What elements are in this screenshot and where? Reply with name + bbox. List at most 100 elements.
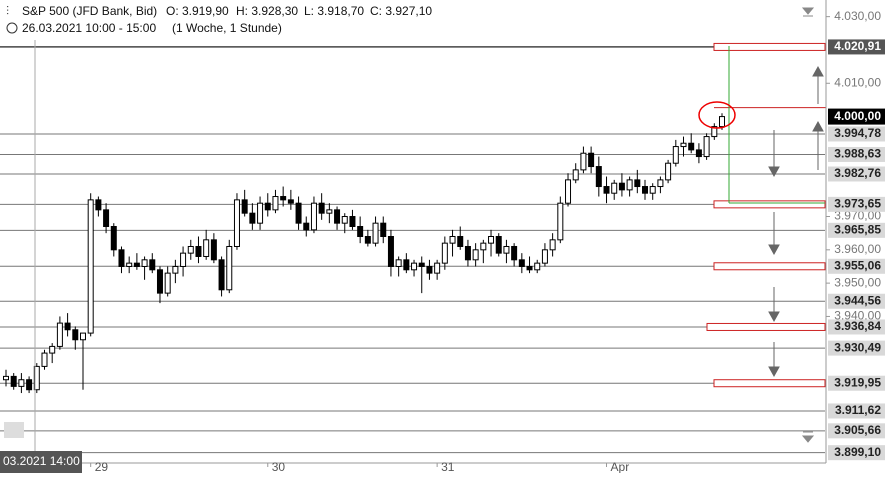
- crosshair-label: 03.2021 14:00: [3, 454, 80, 468]
- last-price-bg: [828, 108, 885, 125]
- candle-body: [241, 199, 248, 214]
- candle-body: [403, 259, 410, 271]
- candle-body: [649, 186, 656, 194]
- candle-body: [611, 182, 618, 194]
- candle-body: [295, 202, 302, 224]
- candle-body: [233, 199, 240, 247]
- candle-body: [719, 116, 725, 128]
- candle-body: [264, 202, 271, 211]
- level-zone: [713, 379, 826, 388]
- candle-body: [87, 199, 94, 334]
- candle-body: [688, 142, 695, 151]
- candle-body: [526, 265, 533, 271]
- candle-body: [318, 202, 325, 214]
- level-label-bg: [828, 375, 885, 391]
- header-bg: [0, 0, 480, 38]
- level-label: 3.936,84: [834, 319, 881, 333]
- period: 26.03.2021 10:00 - 15:00: [22, 21, 156, 35]
- y-tick-label: 4.030,00: [834, 9, 881, 23]
- crosshair-bg: [0, 451, 82, 473]
- last-price-label: 4.000,00: [834, 109, 881, 123]
- price-axis: 4.030,00 4.010,00 3.970,00 3.960,00 3.950,00…: [825, 0, 887, 463]
- level-label: 3.955,06: [834, 258, 881, 272]
- candle-body: [434, 262, 441, 274]
- level-label: 3.899,10: [834, 445, 881, 459]
- symbol: S&P 500 (JFD Bank, Bid): [22, 4, 157, 18]
- candle-body: [511, 245, 518, 261]
- candle-body: [618, 182, 625, 191]
- candle-body: [272, 196, 279, 211]
- candle-body: [95, 199, 102, 211]
- candle-body: [518, 259, 525, 267]
- level-zone: [706, 322, 826, 331]
- candle-body: [495, 235, 502, 254]
- level-zone: [713, 262, 826, 271]
- level-label-bg: [828, 403, 885, 419]
- candle-body: [680, 142, 687, 148]
- candle-body: [10, 375, 17, 387]
- x-tick-label: 30: [272, 460, 286, 473]
- level-label-bg: [828, 445, 885, 461]
- level-label-bg: [828, 222, 885, 238]
- candle-body: [249, 212, 256, 224]
- candle-body: [164, 272, 171, 294]
- y-tick-label: 3.970,00: [834, 209, 881, 223]
- candle-body: [310, 202, 317, 231]
- level-label-bg: [828, 126, 885, 142]
- candle-body: [711, 126, 718, 138]
- candle-body: [180, 252, 187, 267]
- candle-body: [349, 216, 356, 228]
- candle-body: [41, 352, 48, 367]
- scroll-down[interactable]: [801, 431, 815, 443]
- x-axis: 29 30 31 Apr 03.2021 14:00: [0, 451, 887, 474]
- scroll-up[interactable]: [801, 7, 815, 17]
- interval: (1 Woche, 1 Stunde): [172, 21, 282, 35]
- candle-body: [588, 152, 595, 168]
- candle-body: [449, 235, 456, 244]
- candle-body: [357, 226, 364, 237]
- level-label-bg: [828, 340, 885, 356]
- candle-body: [695, 149, 702, 158]
- candle-body: [334, 209, 341, 224]
- candle-body: [79, 332, 86, 341]
- candle-body: [172, 265, 179, 274]
- candle-body: [387, 235, 394, 267]
- candle-body: [457, 235, 464, 247]
- candle-body: [441, 242, 448, 264]
- y-tick-label: 4.010,00: [834, 75, 881, 89]
- candle-body: [287, 199, 294, 204]
- candle-body: [110, 226, 117, 251]
- candle-body: [642, 186, 649, 194]
- zoom-button[interactable]: [4, 422, 24, 438]
- candle-body: [33, 365, 40, 391]
- level-label-bg: [828, 146, 885, 162]
- level-label: 4.020,91: [834, 39, 881, 53]
- candle-body: [426, 265, 433, 274]
- candle-body: [141, 259, 148, 267]
- open: O: 3.919,90: [166, 4, 229, 18]
- candle-body: [149, 259, 156, 271]
- candle-body: [56, 322, 63, 347]
- candle-body: [665, 162, 672, 181]
- level-label-bg: [828, 319, 885, 335]
- low: L: 3.918,70: [304, 4, 364, 18]
- highlight-circle: [698, 101, 736, 129]
- level-label: 3.930,49: [834, 340, 881, 354]
- level-label: 3.965,85: [834, 223, 881, 237]
- level-label: 3.973,65: [834, 197, 881, 211]
- candle-body: [64, 322, 71, 331]
- y-tick-label: 3.950,00: [834, 275, 881, 289]
- level-label: 3.919,95: [834, 375, 881, 389]
- candle-body: [303, 222, 310, 231]
- candle-body: [395, 259, 402, 267]
- level-zone: [713, 42, 826, 51]
- x-tick-label: Apr: [611, 460, 630, 473]
- level-label-bg: [828, 293, 885, 309]
- level-label: 3.911,62: [835, 403, 881, 417]
- candle-body: [118, 249, 125, 267]
- candle-body: [26, 379, 33, 391]
- candle-body: [557, 202, 564, 241]
- candle-body: [195, 245, 202, 257]
- candle-body: [280, 196, 287, 201]
